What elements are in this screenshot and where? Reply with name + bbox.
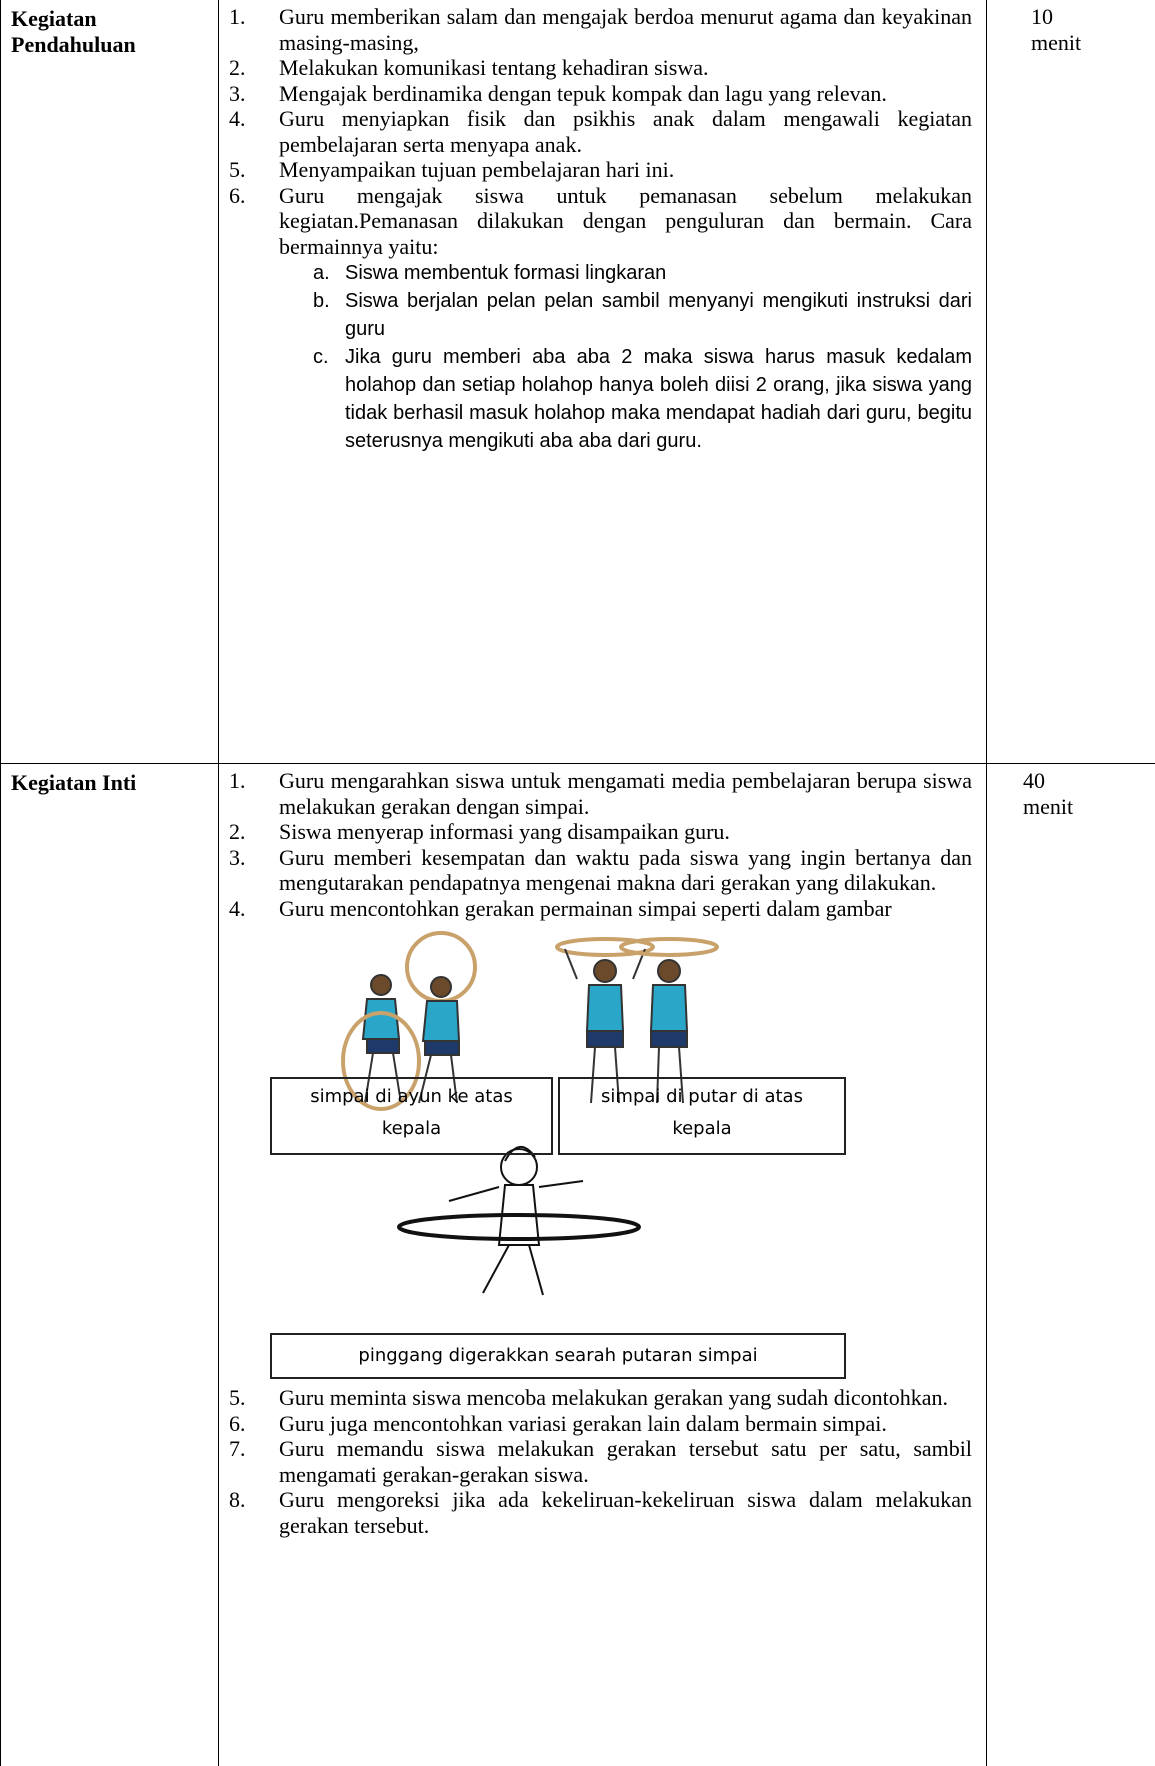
step-number: 3. (229, 844, 246, 870)
step-number: 6. (229, 182, 246, 208)
step: 7. Guru memandu siswa melakukan gerakan t… (229, 1436, 972, 1487)
substep-text: Jika guru memberi aba aba 2 maka siswa h… (345, 346, 972, 452)
row-core: Kegiatan Inti 1. Guru mengarahkan siswa u… (0, 763, 1155, 1766)
activity-cell: Kegiatan Pendahuluan (0, 0, 218, 763)
caption: simpai di putar di atas kepala (558, 1077, 846, 1155)
substep-letter: c. (313, 346, 329, 368)
step-number: 1. (229, 4, 246, 29)
step: 5. Guru meminta siswa mencoba melakukan g… (229, 1385, 972, 1411)
substep: a. Siswa membentuk formasi lingkaran (235, 259, 972, 287)
substep-letter: b. (313, 290, 330, 312)
caption: simpai di ayun ke atas kepala (270, 1077, 553, 1155)
step-list: 5. Guru meminta siswa mencoba melakukan g… (229, 1385, 972, 1538)
step-list: 1. Guru mengarahkan siswa untuk mengamati… (229, 768, 972, 921)
step-number: 5. (229, 157, 246, 182)
activity-cell: Kegiatan Inti (0, 764, 218, 1766)
time-cell: 10 menit (986, 0, 1155, 763)
substep: c. Jika guru memberi aba aba 2 maka siswa… (235, 343, 972, 455)
step-text: Melakukan komunikasi tentang kehadiran s… (279, 55, 709, 80)
step-number: 2. (229, 55, 246, 80)
step-number: 8. (229, 1487, 246, 1512)
step-text: Guru juga mencontohkan variasi gerakan l… (279, 1410, 887, 1436)
child-figure (405, 931, 477, 1104)
step: 6. Guru mengajak siswa untuk pemanasan se… (229, 183, 972, 260)
child-figure (619, 937, 719, 1104)
child-figure (341, 974, 421, 1111)
substep-text: Siswa berjalan pelan pelan sambil menyan… (345, 290, 972, 340)
step-text: Mengajak berdinamika dengan tepuk kompak… (279, 80, 887, 106)
time: 40 menit (1023, 768, 1074, 819)
step: 4. Guru mencontohkan gerakan permainan si… (229, 896, 972, 922)
step: 8. Guru mengoreksi jika ada kekeliruan-ke… (229, 1487, 972, 1538)
step: 3. Guru memberi kesempatan dan waktu pada… (229, 845, 972, 896)
caption: pinggang digerakkan searah putaran simpa… (270, 1333, 846, 1379)
step-text: Guru memberikan salam dan mengajak berdo… (279, 4, 972, 55)
step-number: 4. (229, 106, 246, 131)
step-text: Siswa menyerap informasi yang disampaika… (279, 819, 730, 844)
step: 4. Guru menyiapkan fisik dan psikhis anak… (229, 106, 972, 157)
step: 1. Guru mengarahkan siswa untuk mengamati… (229, 768, 972, 819)
step-number: 1. (229, 768, 246, 793)
time-cell: 40 menit (986, 764, 1155, 1766)
child-figure (555, 937, 655, 1104)
step: 5. Menyampaikan tujuan pembelajaran hari … (229, 157, 972, 183)
steps-cell: 1. Guru memberikan salam dan mengajak ber… (218, 0, 986, 763)
step: 2. Melakukan komunikasi tentang kehadiran… (229, 55, 972, 81)
substep-text: Siswa membentuk formasi lingkaran (345, 262, 667, 284)
activity: Kegiatan Inti (11, 770, 137, 795)
step: 1. Guru memberikan salam dan mengajak ber… (229, 4, 972, 55)
step-text: Guru mencontohkan gerakan permainan simp… (279, 895, 892, 921)
illustrations (341, 931, 719, 1296)
steps-cell: 1. Guru mengarahkan siswa untuk mengamati… (218, 764, 986, 1766)
substep-letter: a. (313, 262, 330, 284)
activity: Kegiatan Pendahuluan (11, 6, 136, 57)
step-text: Guru meminta siswa mencoba melakukan ger… (279, 1385, 948, 1410)
substep: b. Siswa berjalan pelan pelan sambil meny… (235, 287, 972, 343)
step-number: 3. (229, 80, 246, 106)
row-intro: Kegiatan Pendahuluan 1. Guru memberikan s… (0, 0, 1155, 763)
figure: simpai di ayun ke atas kepala simpai di … (229, 921, 972, 1379)
step-text: Guru mengarahkan siswa untuk mengamati m… (279, 768, 972, 819)
step-number: 6. (229, 1410, 246, 1436)
step: 6. Guru juga mencontohkan variasi gerakan… (229, 1411, 972, 1437)
step-text: Guru menyiapkan fisik dan psikhis anak d… (279, 106, 972, 157)
step: 3. Mengajak berdinamika dengan tepuk komp… (229, 81, 972, 107)
step-number: 4. (229, 895, 246, 921)
step-text: Guru memandu siswa melakukan gerakan ter… (279, 1436, 972, 1487)
step-number: 7. (229, 1436, 246, 1461)
time: 10 menit (1031, 4, 1082, 55)
hula-figure (397, 1146, 641, 1296)
step: 2. Siswa menyerap informasi yang disampai… (229, 819, 972, 845)
step-text: Guru memberi kesempatan dan waktu pada s… (279, 844, 972, 896)
step-number: 2. (229, 819, 246, 844)
step-text: Guru mengoreksi jika ada kekeliruan-keke… (279, 1487, 972, 1538)
step-text: Menyampaikan tujuan pembelajaran hari in… (279, 157, 675, 182)
step-number: 5. (229, 1385, 246, 1410)
step-text: Guru mengajak siswa untuk pemanasan sebe… (279, 182, 972, 259)
